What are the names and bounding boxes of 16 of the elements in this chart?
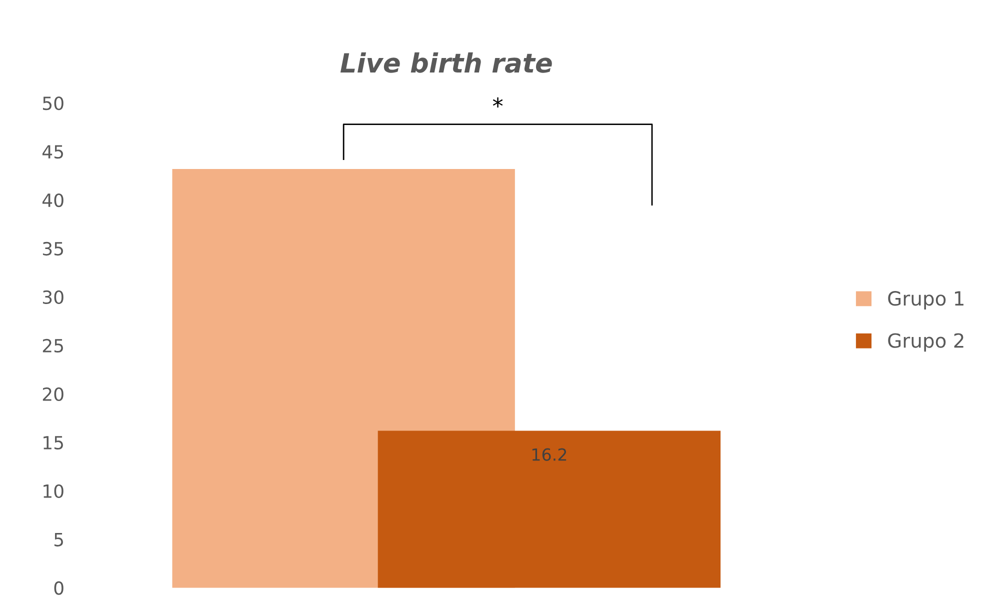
y-tick-label: 35 [42, 242, 63, 256]
y-tick-label: 45 [42, 145, 63, 159]
legend-label: Grupo 1 [888, 291, 964, 310]
annotation: * [492, 97, 503, 108]
y-tick-label: 10 [44, 484, 64, 498]
legend-label: Grupo 2 [888, 333, 964, 352]
y-tick-label: 40 [42, 193, 64, 208]
y-tick-label: 5 [54, 533, 63, 546]
y-tick-label: 30 [42, 290, 64, 304]
y-tick-label: 50 [42, 96, 64, 110]
y-tick-label: 0 [54, 581, 64, 595]
chart-title: Live birth rate [340, 52, 552, 73]
y-tick-label: 20 [42, 387, 64, 402]
y-tick-label: 25 [42, 338, 63, 353]
y-tick-label: 15 [44, 436, 63, 450]
data-label: 16.2 [532, 448, 566, 461]
